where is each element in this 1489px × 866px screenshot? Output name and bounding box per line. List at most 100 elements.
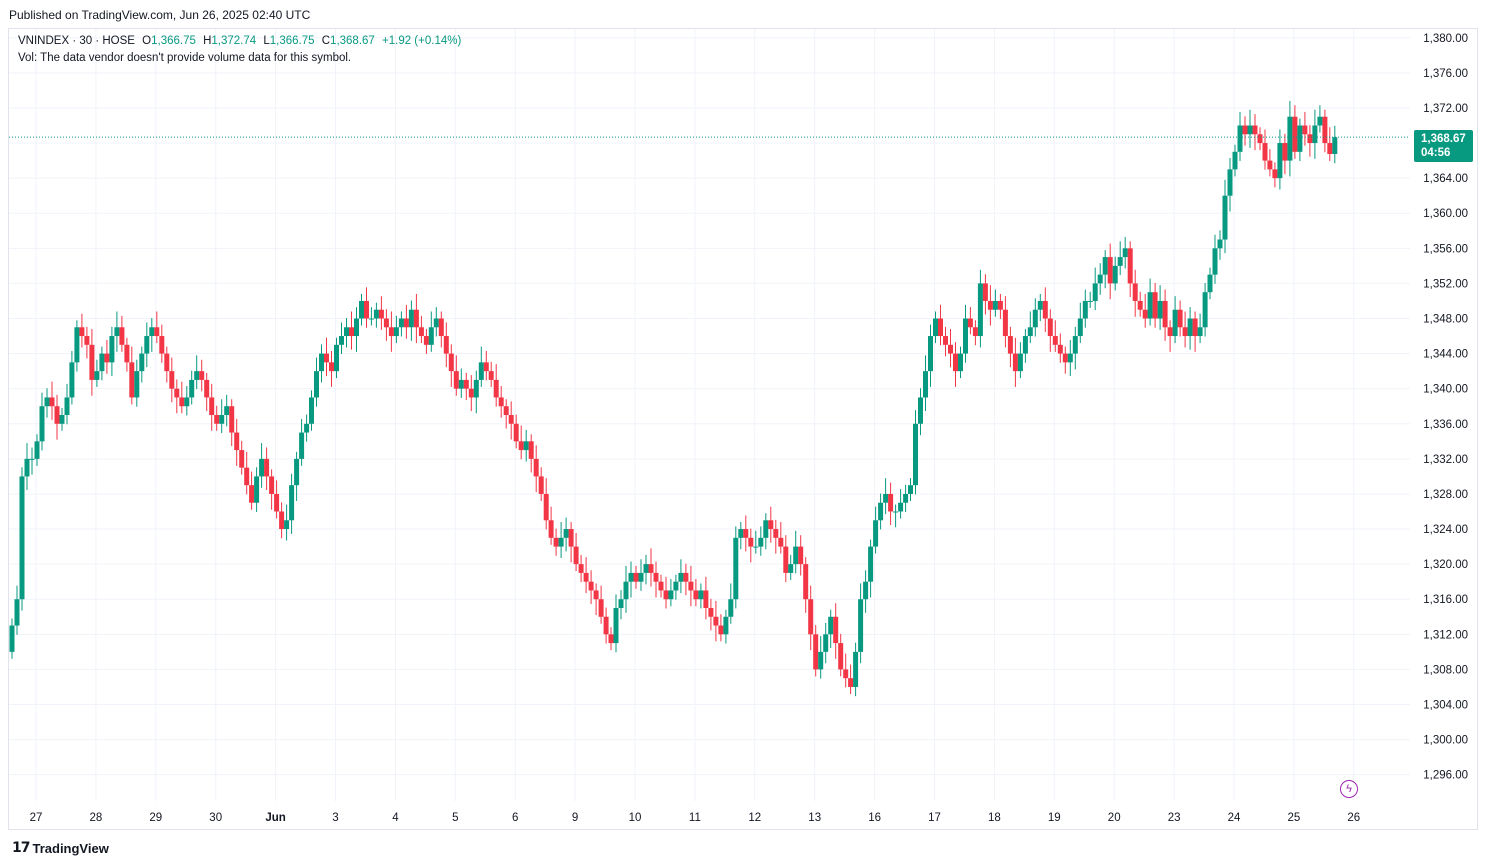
y-tick-label: 1,344.00 — [1423, 349, 1468, 361]
candle-body — [908, 485, 913, 494]
candle-body — [608, 634, 614, 644]
y-tick-label: 1,364.00 — [1423, 173, 1468, 185]
time-axis: 27 28 29 30 Jun 3 4 5 6 9 10 11 12 13 16 17 18 19 20 23 24 25… — [30, 812, 1361, 824]
candle-body — [284, 520, 290, 530]
candle-body — [1142, 309, 1148, 319]
candle-body — [104, 353, 110, 363]
x-tick-label: Jun — [265, 812, 285, 824]
x-tick-label: 28 — [90, 812, 103, 824]
candle-body — [1157, 300, 1163, 319]
symbol-name[interactable]: VNINDEX · 30 · HOSE — [18, 35, 135, 47]
candle-body — [693, 590, 699, 600]
high-label: H — [203, 35, 212, 47]
candle-body — [1217, 239, 1223, 249]
candle-body — [1297, 125, 1303, 152]
candle-body — [433, 318, 439, 328]
candle-body — [573, 546, 579, 565]
x-tick-label: 19 — [1048, 812, 1061, 824]
candle-body — [598, 599, 604, 617]
symbol-legend: VNINDEX · 30 · HOSE O1,366.75 H1,372.74 … — [18, 35, 461, 47]
y-tick-label: 1,320.00 — [1423, 559, 1468, 571]
candle-body — [823, 634, 829, 652]
candle-body — [438, 318, 444, 337]
candle-body — [778, 537, 784, 547]
candle-body — [1017, 353, 1023, 372]
candle-body — [428, 327, 434, 345]
candle-body — [1222, 195, 1228, 240]
candle-body — [653, 572, 659, 582]
candle-body — [828, 616, 834, 635]
candle-body — [673, 581, 679, 591]
x-tick-label: 11 — [689, 812, 701, 824]
x-tick-label: 23 — [1168, 812, 1181, 824]
candle-body — [99, 353, 105, 372]
candle-body — [339, 336, 344, 345]
candle-body — [1107, 257, 1113, 284]
candle-body — [224, 406, 230, 415]
candle-body — [324, 353, 329, 363]
open-value: 1,366.75 — [151, 35, 196, 47]
candle-body — [1057, 344, 1063, 354]
candle-body — [468, 388, 474, 398]
candle-body — [493, 379, 499, 398]
candle-body — [1052, 336, 1058, 345]
candle-body — [184, 397, 190, 407]
candle-body — [698, 590, 704, 600]
bar-countdown: 04:56 — [1421, 147, 1451, 159]
candle-body — [1227, 169, 1233, 196]
candle-body — [683, 572, 689, 582]
lightning-icon[interactable]: ϟ — [1340, 780, 1358, 798]
candle-body — [783, 546, 789, 573]
candle-body — [9, 625, 15, 652]
candle-body — [603, 616, 609, 635]
y-tick-label: 1,316.00 — [1423, 594, 1468, 606]
candle-body — [1322, 116, 1328, 144]
candle-body — [289, 485, 295, 521]
candle-body — [1007, 336, 1013, 354]
y-tick-label: 1,300.00 — [1423, 735, 1468, 747]
candle-body — [229, 406, 235, 433]
candle-body — [613, 608, 619, 644]
candle-body — [1122, 248, 1128, 258]
candle-body — [1287, 116, 1293, 161]
candle-body — [643, 564, 649, 573]
candle-body — [843, 669, 849, 679]
candle-body — [398, 318, 404, 328]
candle-body — [124, 344, 130, 363]
candle-body — [364, 300, 369, 319]
candle-body — [334, 344, 339, 372]
candle-body — [618, 599, 624, 608]
candle-body — [59, 415, 65, 424]
candle-body — [134, 371, 140, 398]
candle-body — [1327, 143, 1333, 155]
candle-body — [329, 362, 334, 372]
candle-body — [373, 309, 379, 319]
candle-body — [1187, 318, 1193, 337]
candle-body — [1117, 257, 1123, 266]
candle-body — [1152, 292, 1158, 319]
candle-body — [149, 327, 155, 337]
candle-body — [1032, 309, 1038, 328]
candle-body — [1102, 257, 1108, 275]
candle-body — [1127, 248, 1133, 284]
candle-body — [344, 327, 349, 337]
candle-body — [1002, 309, 1008, 337]
grid-lines — [9, 29, 1410, 801]
candle-body — [393, 327, 399, 337]
x-tick-label: 25 — [1288, 812, 1301, 824]
candle-body — [244, 467, 250, 486]
y-tick-label: 1,340.00 — [1423, 384, 1468, 396]
candle-body — [813, 634, 819, 670]
candle-body — [249, 485, 255, 503]
tradingview-brand[interactable]: 17 TradingView — [12, 840, 109, 856]
candle-body — [578, 564, 584, 573]
candle-body — [953, 353, 958, 372]
candle-body — [34, 441, 40, 459]
candle-body — [913, 423, 918, 486]
tradingview-logo-icon: 17 — [12, 840, 31, 856]
candle-body — [19, 476, 25, 600]
candle-body — [359, 300, 364, 319]
candle-body — [853, 651, 859, 687]
candle-body — [623, 581, 629, 600]
